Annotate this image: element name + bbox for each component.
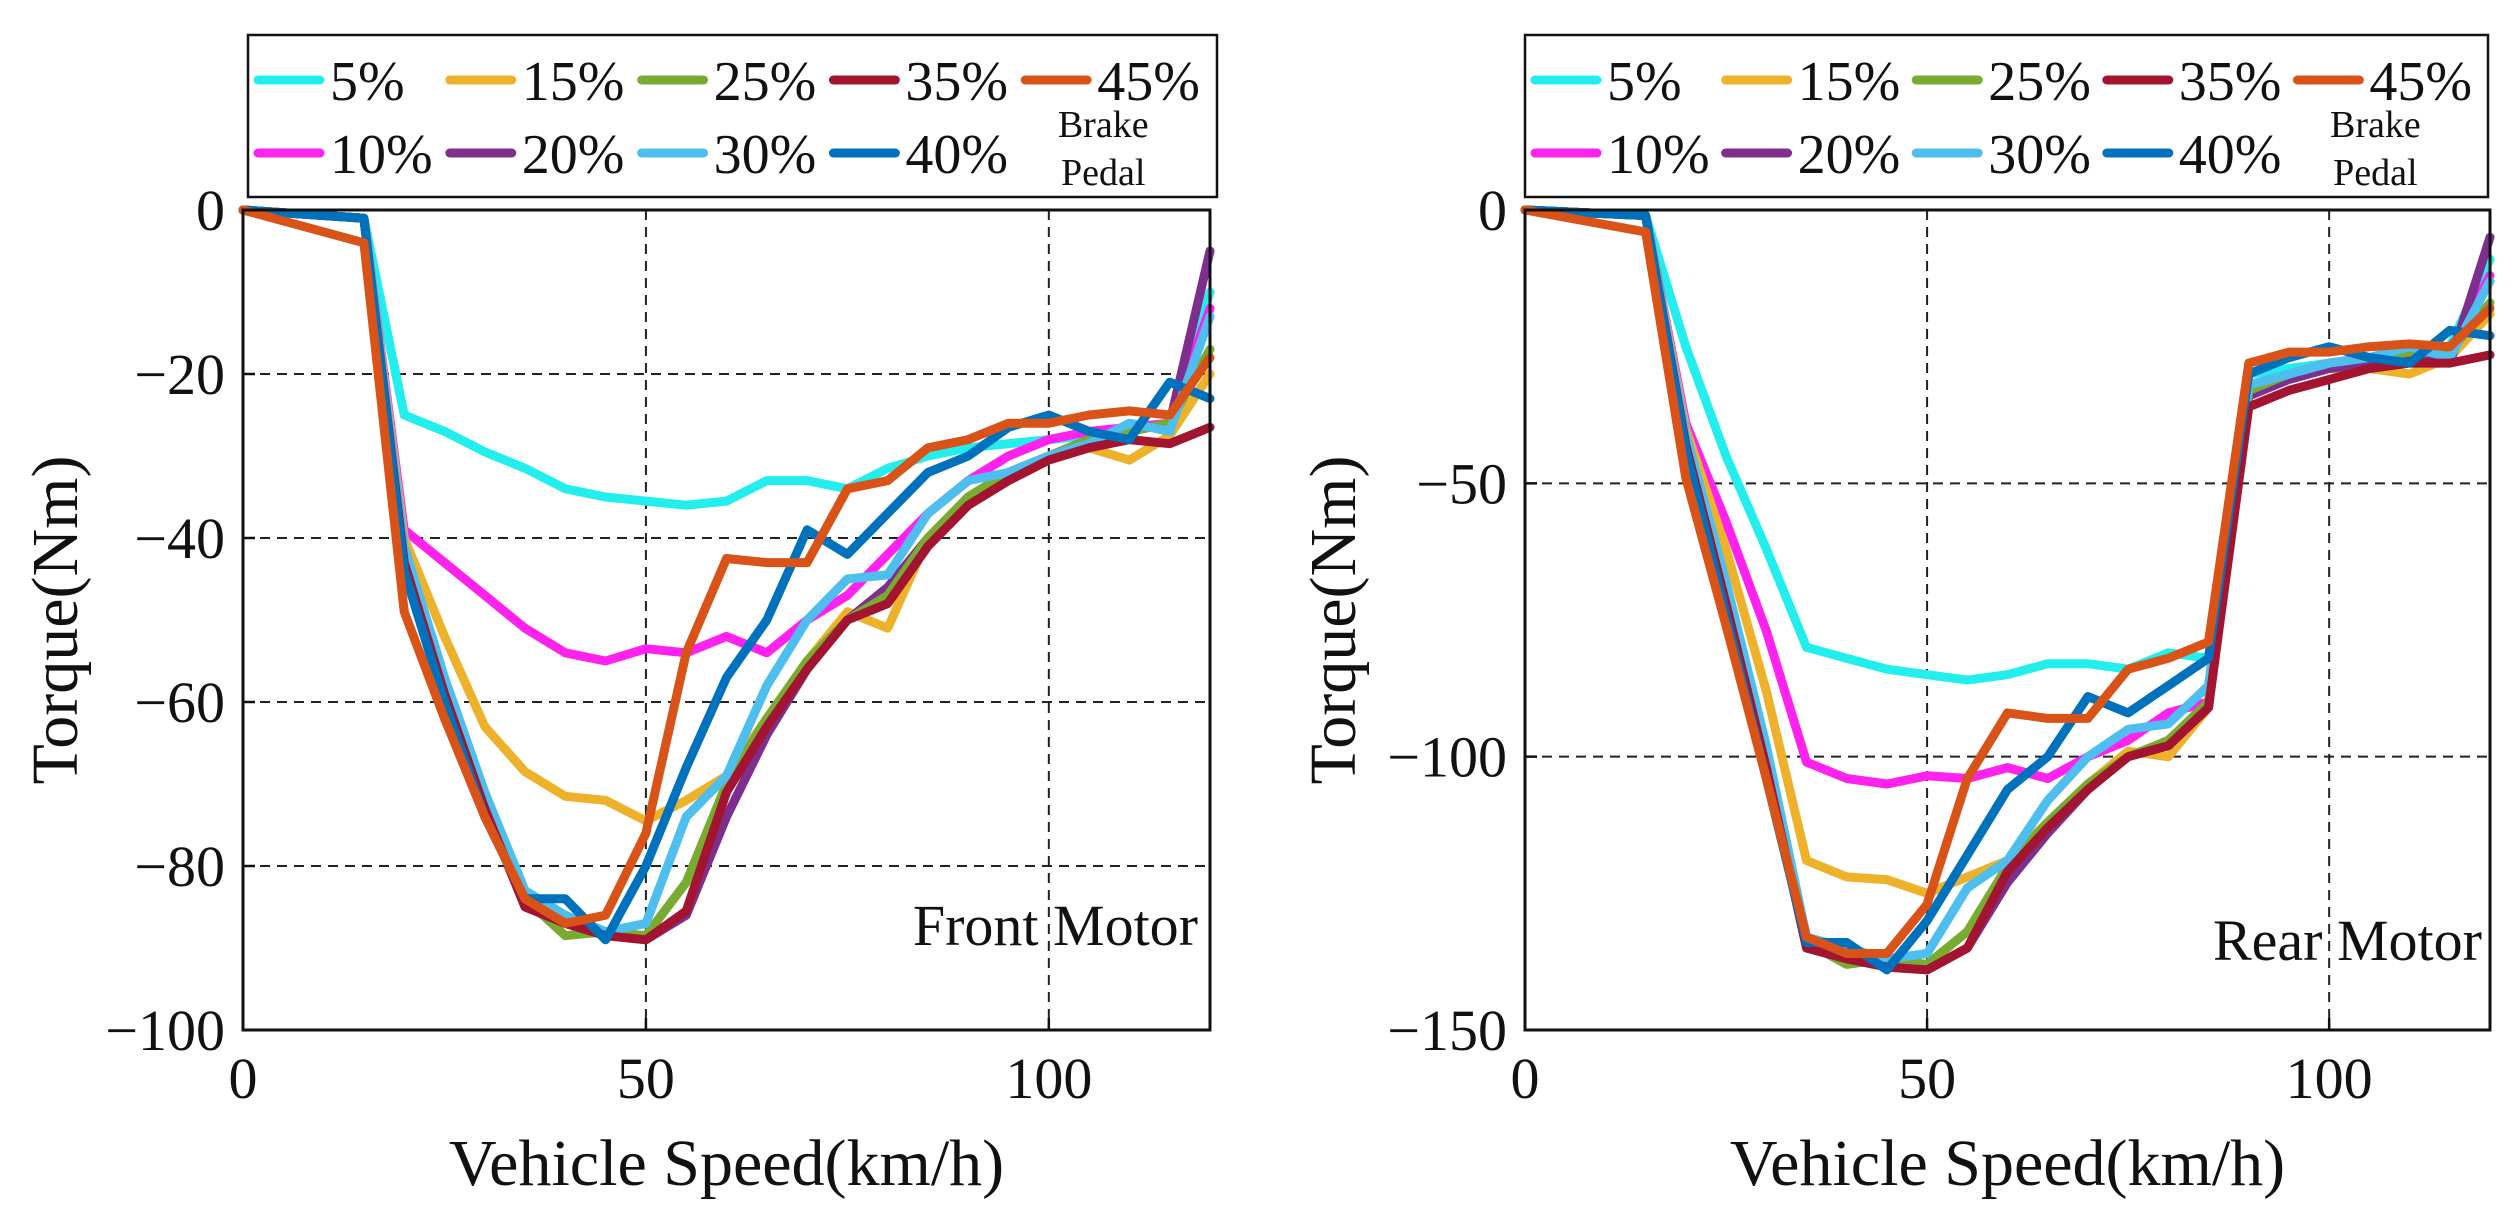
legend-label: 25% bbox=[714, 51, 817, 113]
y-tick-label: −40 bbox=[134, 506, 225, 571]
legend-label: 30% bbox=[714, 124, 817, 186]
legend-label: 45% bbox=[1097, 51, 1200, 113]
legend-label: 10% bbox=[1607, 124, 1710, 186]
x-tick-label: 0 bbox=[1511, 1046, 1540, 1111]
y-tick-label: −150 bbox=[1387, 998, 1507, 1063]
x-tick-label: 50 bbox=[1898, 1046, 1956, 1111]
axes-frame bbox=[241, 208, 1212, 1032]
legend-label: 20% bbox=[522, 124, 625, 186]
x-tick-label: 100 bbox=[1005, 1046, 1092, 1111]
series-line-45pct bbox=[238, 205, 1215, 928]
legend-label: 15% bbox=[522, 51, 625, 113]
legend-box bbox=[246, 33, 1219, 199]
motor-annotation: Rear Motor bbox=[2213, 908, 2482, 973]
y-tick-label: −80 bbox=[134, 834, 225, 899]
y-tick-label: −50 bbox=[1416, 451, 1507, 516]
x-axis-label: Vehicle Speed(km/h) bbox=[449, 1127, 1004, 1200]
legend-label: 25% bbox=[1988, 51, 2091, 113]
legend-label: 15% bbox=[1798, 51, 1901, 113]
y-tick-label: −100 bbox=[105, 998, 225, 1063]
legend-label: 5% bbox=[1607, 51, 1682, 113]
x-tick-label: 100 bbox=[2286, 1046, 2373, 1111]
y-tick-label: −60 bbox=[134, 670, 225, 735]
front-motor-panel: 0 50 100 0 −20 −40 −60 −80 −100 Vehicle Speed(km/… bbox=[19, 33, 1219, 1200]
y-tick-label: −100 bbox=[1387, 725, 1507, 790]
y-tick-label: 0 bbox=[196, 178, 225, 243]
x-tick-label: 0 bbox=[229, 1046, 258, 1111]
legend-label: 35% bbox=[2179, 51, 2282, 113]
legend-label: 35% bbox=[905, 51, 1008, 113]
legend: 5% 15% 25% 35% 45% 10% 20% 30% 40% Brake Pedal bbox=[1523, 33, 2490, 199]
y-tick-label: 0 bbox=[1478, 178, 1507, 243]
legend-label: 20% bbox=[1798, 124, 1901, 186]
legend-label: 40% bbox=[905, 124, 1008, 186]
y-axis-label: Torque(Nm) bbox=[1297, 456, 1370, 785]
legend-note-brake: Brake bbox=[2330, 104, 2421, 146]
y-axis-label: Torque(Nm) bbox=[19, 456, 92, 785]
y-tick-label: −20 bbox=[134, 342, 225, 407]
legend-label: 5% bbox=[330, 51, 405, 113]
legend-box bbox=[1523, 33, 2490, 199]
legend-label: 30% bbox=[1988, 124, 2091, 186]
legend-label: 40% bbox=[2179, 124, 2282, 186]
series-line-30pct bbox=[1520, 205, 2495, 964]
legend-note-brake: Brake bbox=[1058, 104, 1149, 146]
x-axis-label: Vehicle Speed(km/h) bbox=[1730, 1127, 2285, 1200]
legend-note-pedal: Pedal bbox=[2333, 152, 2417, 194]
rear-motor-panel: 0 50 100 0 −50 −100 −150 Vehicle Speed(km/h) Tor… bbox=[1297, 33, 2495, 1200]
series-line-45pct bbox=[1520, 205, 2495, 958]
x-tick-label: 50 bbox=[617, 1046, 675, 1111]
legend-label: 10% bbox=[330, 124, 433, 186]
legend: 5% 15% 25% 35% 45% 10% 20% 30% 40% Brake Pedal bbox=[246, 33, 1219, 199]
legend-label: 45% bbox=[2369, 51, 2472, 113]
motor-annotation: Front Motor bbox=[913, 893, 1198, 958]
series-line-10pct bbox=[238, 205, 1215, 666]
axes-frame bbox=[1523, 208, 2492, 1032]
legend-note-pedal: Pedal bbox=[1061, 152, 1145, 194]
